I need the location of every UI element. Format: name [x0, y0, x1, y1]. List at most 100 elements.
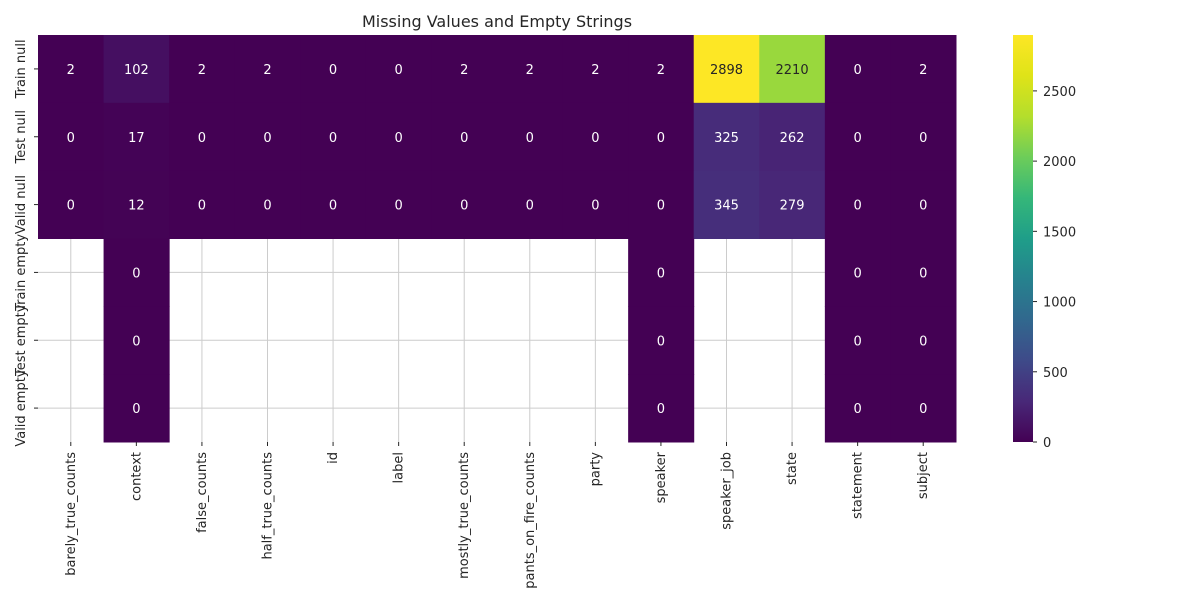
y-tick-label: Test empty	[14, 304, 29, 377]
heatmap-cell	[38, 102, 105, 172]
heatmap-cell	[824, 102, 891, 172]
cell-value-label: 17	[128, 131, 145, 146]
cell-value-label: 0	[657, 266, 665, 281]
x-tick-label: false_counts	[195, 452, 210, 533]
heatmap-cell	[497, 102, 564, 172]
cell-value-label: 0	[67, 131, 75, 146]
x-tick-label: context	[129, 452, 144, 501]
cell-value-label: 0	[526, 131, 534, 146]
cell-value-label: 2	[67, 63, 75, 78]
heatmap-cell	[693, 35, 760, 104]
cell-value-label: 262	[780, 131, 805, 146]
heatmap-cell	[562, 35, 629, 104]
heatmap-cell	[431, 170, 498, 239]
heatmap-cell	[890, 238, 957, 307]
heatmap-cell	[234, 35, 301, 104]
cell-value-label: 0	[854, 131, 862, 146]
cell-value-label: 325	[714, 131, 739, 146]
cell-value-label: 0	[198, 199, 206, 214]
heatmap-cell	[628, 170, 695, 239]
cell-value-label: 0	[591, 131, 599, 146]
cell-value-label: 279	[780, 199, 805, 214]
cell-value-label: 0	[198, 131, 206, 146]
cell-value-label: 0	[657, 199, 665, 214]
cell-value-label: 0	[460, 199, 468, 214]
heatmap-cell	[431, 35, 498, 104]
heatmap-cell	[562, 170, 629, 239]
x-tick-label: id	[326, 452, 341, 464]
colorbar-tick-label: 1000	[1043, 296, 1076, 311]
x-tick-label: pants_on_fire_counts	[523, 452, 538, 589]
cell-value-label: 0	[395, 199, 403, 214]
colorbar-tick-label: 2000	[1043, 155, 1076, 170]
heatmap-cell	[300, 35, 367, 104]
colorbar	[1013, 35, 1033, 442]
x-tick-label: mostly_true_counts	[457, 452, 472, 579]
cell-value-label: 0	[919, 334, 927, 349]
heatmap-cell	[365, 35, 432, 104]
cell-value-label: 2	[919, 63, 927, 78]
cell-value-label: 2	[198, 63, 206, 78]
heatmap-cell	[890, 170, 957, 239]
heatmap-cell	[628, 238, 695, 307]
cell-value-label: 2	[460, 63, 468, 78]
heatmap-cell	[759, 35, 826, 104]
heatmap-cell	[169, 35, 236, 104]
cell-value-label: 0	[919, 199, 927, 214]
y-tick-label: Test null	[14, 110, 29, 164]
heatmap-cell	[890, 102, 957, 172]
cell-value-label: 0	[919, 131, 927, 146]
heatmap-cell	[628, 374, 695, 443]
cell-value-label: 0	[854, 266, 862, 281]
cell-value-label: 0	[263, 199, 271, 214]
heatmap-cell	[824, 374, 891, 443]
heatmap-cell	[103, 35, 170, 104]
heatmap-cell	[103, 306, 170, 375]
cell-value-label: 0	[460, 131, 468, 146]
heatmap-cell	[365, 170, 432, 239]
heatmap-cell	[759, 170, 826, 239]
colorbar-tick-label: 0	[1043, 436, 1051, 451]
heatmap-cell	[103, 170, 170, 239]
heatmap-cell	[365, 102, 432, 172]
heatmap-cell	[38, 35, 105, 104]
x-tick-label: speaker	[654, 451, 669, 503]
cell-value-label: 2	[263, 63, 271, 78]
heatmap-cell	[628, 306, 695, 375]
cell-value-label: 0	[919, 402, 927, 417]
cell-value-label: 0	[657, 334, 665, 349]
heatmap-cell	[824, 170, 891, 239]
cell-value-label: 0	[329, 199, 337, 214]
cell-value-label: 2	[657, 63, 665, 78]
cell-value-label: 0	[657, 131, 665, 146]
heatmap-cell	[103, 238, 170, 307]
heatmap-cell	[628, 102, 695, 172]
cell-value-label: 0	[919, 266, 927, 281]
heatmap-cell	[824, 306, 891, 375]
heatmap-cell	[890, 35, 957, 104]
y-tick-label: Valid null	[14, 175, 29, 234]
x-tick-label: half_true_counts	[261, 452, 276, 560]
cell-value-label: 12	[128, 199, 145, 214]
cell-value-label: 0	[67, 199, 75, 214]
x-tick-label: barely_true_counts	[64, 452, 79, 576]
heatmap-cell	[300, 102, 367, 172]
heatmap-cell	[234, 102, 301, 172]
cell-value-label: 2	[526, 63, 534, 78]
heatmap-cell	[300, 170, 367, 239]
heatmap-cell	[103, 102, 170, 172]
cell-value-label: 0	[132, 402, 140, 417]
x-tick-label: subject	[916, 452, 931, 499]
heatmap-cell	[693, 102, 760, 172]
cell-value-label: 0	[395, 63, 403, 78]
x-tick-label: label	[392, 452, 407, 483]
heatmap-cell	[562, 102, 629, 172]
heatmap-cell	[431, 102, 498, 172]
x-tick-label: statement	[851, 452, 866, 519]
heatmap-cell	[759, 102, 826, 172]
cell-value-label: 0	[526, 199, 534, 214]
cell-value-label: 0	[854, 199, 862, 214]
heatmap-cell	[234, 170, 301, 239]
